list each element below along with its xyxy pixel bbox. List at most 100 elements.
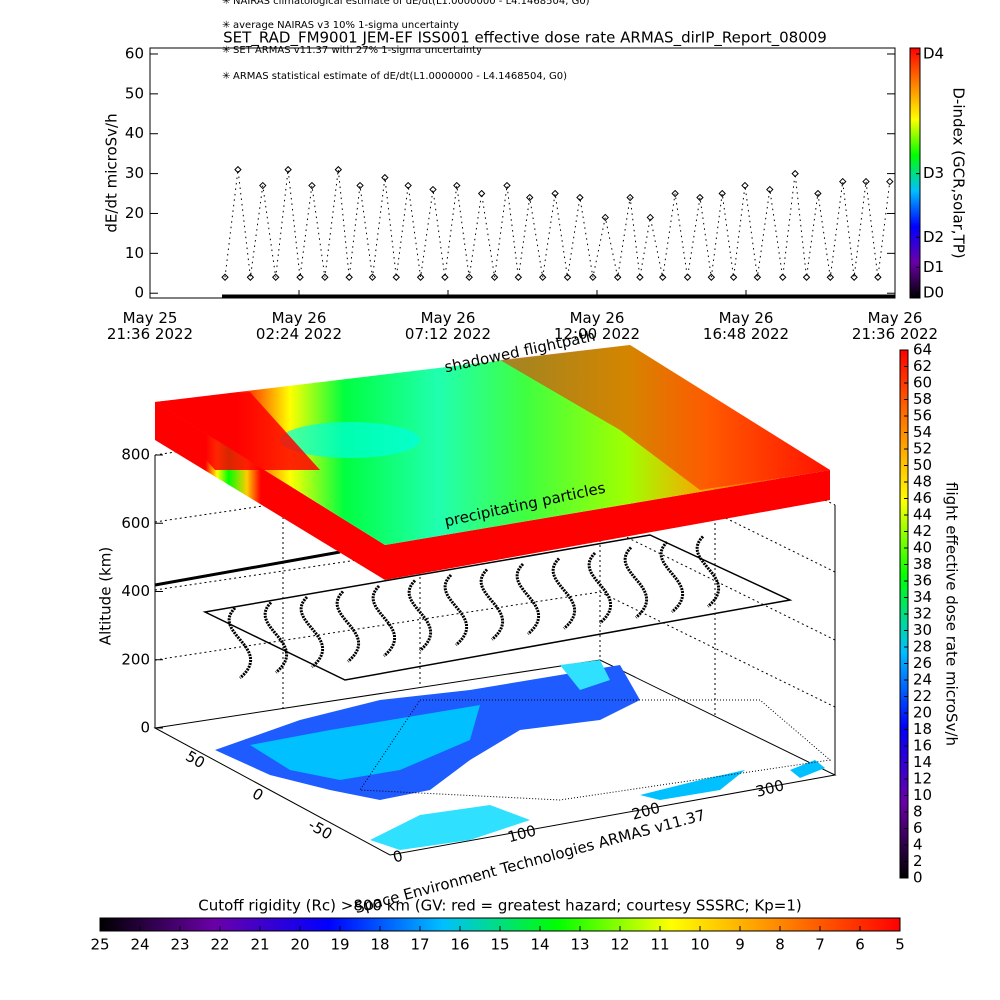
colorbar-tick-label: 22 — [913, 687, 932, 705]
x-tick-label: May 26 07:12 2022 — [405, 309, 491, 343]
colorbar-tick-label: 46 — [913, 489, 932, 507]
colorbar-tick-label: 26 — [913, 654, 932, 672]
data-point — [636, 273, 644, 281]
wire-orbit — [227, 606, 253, 680]
y-tick-label: 50 — [125, 84, 144, 102]
data-point — [671, 189, 679, 198]
dose-slab — [155, 345, 830, 580]
colorbar-tick-label: D4 — [923, 44, 944, 62]
data-point — [646, 213, 654, 222]
data-point — [465, 273, 473, 281]
colorbar-tick-label: 44 — [913, 506, 932, 524]
x-tick-label: May 26 16:48 2022 — [703, 309, 789, 343]
legend-label: ARMAS statistical estimate of dE/dt(L1.0… — [233, 71, 567, 82]
colorbar-label: D-index (GCR,solar,TP) — [950, 87, 968, 258]
colorbar-tick-label: 0 — [913, 869, 923, 887]
x-tick-label: May 26 02:24 2022 — [256, 309, 342, 343]
colorbar-tick-label: 20 — [913, 704, 932, 722]
x-tick-label: May 25 21:36 2022 — [107, 309, 193, 343]
y-tick-label: 10 — [125, 244, 144, 262]
colorbar-tick-label: 50 — [913, 456, 932, 474]
colorbar-tick-label: 2 — [913, 852, 923, 870]
wire-orbit — [659, 540, 685, 614]
wire-orbit — [299, 595, 325, 669]
data-point — [601, 213, 609, 222]
x-tick-label: May 26 12:00 2022 — [554, 309, 640, 343]
data-point — [814, 189, 822, 198]
colorbar-tick-label: 12 — [610, 936, 629, 954]
colorbar-tick-label: 6 — [913, 819, 923, 837]
colorbar-tick-label: 23 — [170, 936, 189, 954]
colorbar-tick-label: 52 — [913, 440, 932, 458]
data-point — [707, 273, 716, 281]
wire-orbit — [407, 579, 433, 652]
data-point — [538, 273, 547, 281]
colorbar-tick-label: 24 — [913, 671, 932, 689]
colorbar-tick-label: 24 — [130, 936, 149, 954]
wire-orbit — [479, 568, 505, 641]
wire-orbit — [695, 535, 721, 608]
data-point — [613, 273, 622, 281]
colorbar-tick-label: D0 — [923, 284, 944, 302]
wire-orbit — [335, 590, 361, 663]
colorbar-tick-label: 30 — [913, 621, 932, 639]
colorbar-tick-label: 9 — [735, 936, 745, 954]
y-tick-label: 40 — [125, 124, 144, 142]
data-point — [490, 273, 499, 281]
y-tick-label: 30 — [125, 164, 144, 182]
colorbar-tick-label: 34 — [913, 588, 932, 606]
colorbar-tick-label: 10 — [913, 786, 932, 804]
data-point — [526, 193, 534, 202]
plot-frame — [149, 47, 896, 299]
data-point — [886, 177, 894, 186]
slab-edge — [155, 392, 320, 470]
colorbar-tick-label: 64 — [913, 341, 932, 359]
wire-track — [154, 550, 341, 587]
slab-highlight — [280, 422, 420, 458]
wire-orbit — [443, 573, 469, 647]
data-point — [381, 173, 389, 182]
grid-line-3d — [154, 591, 836, 708]
slab-edge — [500, 345, 830, 490]
colorbar-tick-label: 56 — [913, 407, 932, 425]
colorbar-tick-label: 17 — [410, 936, 429, 954]
data-point — [392, 273, 400, 281]
z-tick-label: 400 — [121, 582, 150, 600]
y-axis-label: dE/dt microSv/h — [103, 113, 121, 232]
colorbar-tick-label: 40 — [913, 539, 932, 557]
data-point — [791, 169, 799, 178]
colorbar-tick-label: 62 — [913, 357, 932, 375]
data-point — [368, 273, 377, 281]
data-point — [416, 273, 425, 281]
legend-label: SET ARMAS v11.37 with 27% 1-sigma uncert… — [233, 45, 482, 56]
colorbar-tick-label: 13 — [570, 936, 589, 954]
data-point — [272, 273, 280, 281]
data-point — [753, 273, 762, 281]
data-point — [284, 165, 292, 174]
colorbar-tick-label: 20 — [290, 936, 309, 954]
data-point — [658, 273, 667, 281]
colorbar-tick-label: 18 — [913, 720, 932, 738]
wire-orbit — [371, 584, 397, 658]
z-tick-label: 200 — [121, 650, 150, 668]
lon-tick-label: 300 — [754, 776, 786, 801]
colorbar-tick-label: 28 — [913, 638, 932, 656]
data-point — [626, 193, 634, 202]
colorbar-tick-label: 15 — [490, 936, 509, 954]
data-point — [696, 193, 704, 202]
wire-outline — [202, 534, 793, 681]
data-point — [334, 165, 343, 174]
colorbar-tick-label: 22 — [210, 936, 229, 954]
data-point — [356, 181, 364, 190]
data-point — [441, 273, 449, 281]
land — [790, 760, 825, 778]
data-point — [221, 273, 229, 281]
wire-orbit — [623, 546, 649, 619]
legend-label: NAIRAS climatological estimate of dE/dt(… — [233, 0, 590, 7]
data-point — [453, 181, 461, 190]
colorbar-tick-label: 10 — [690, 936, 709, 954]
data-point — [404, 181, 412, 190]
colorbar-tick-label: 5 — [895, 936, 905, 954]
